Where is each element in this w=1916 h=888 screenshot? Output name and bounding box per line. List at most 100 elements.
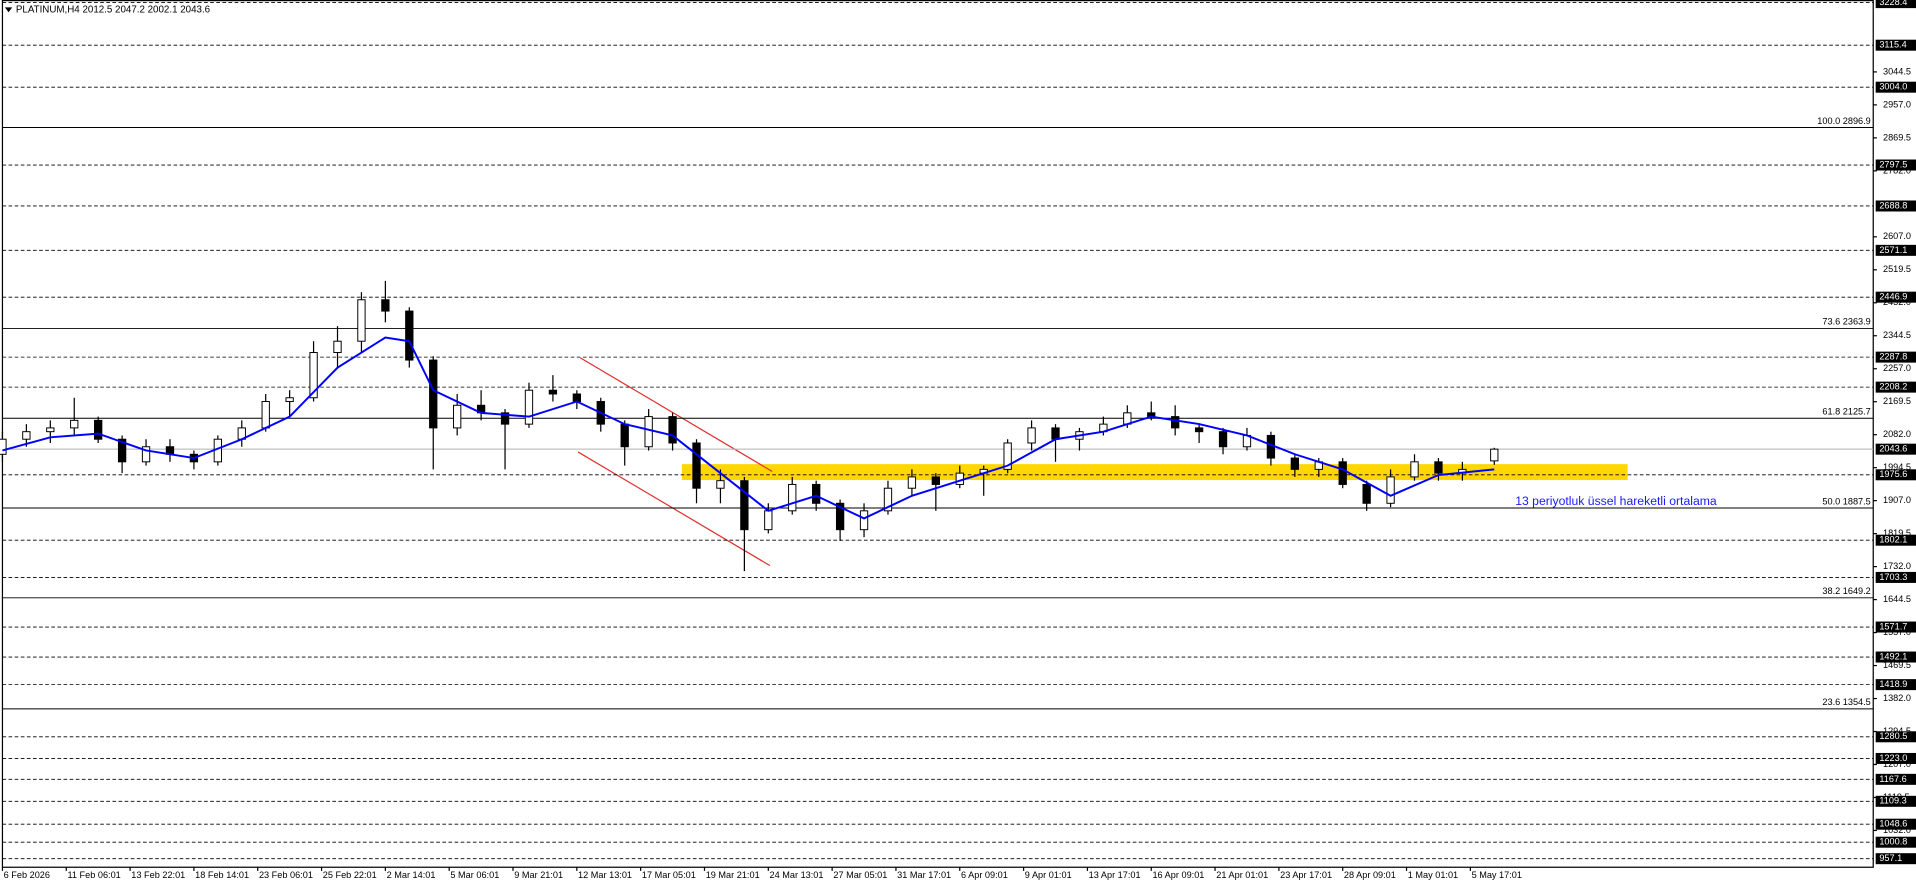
candle-body [1362,483,1371,504]
candle-body [764,510,773,531]
y-tick-label: 2957.0 [1883,99,1911,109]
level-box [1875,795,1916,807]
y-tick-label: 2607.0 [1883,231,1911,241]
level-label: 2797.5 [1879,159,1907,169]
level-label: 1280.5 [1879,731,1907,741]
y-tick-label: 2344.5 [1883,330,1911,340]
candle-body [333,340,342,354]
level-box [1875,381,1916,393]
level-box [1875,651,1916,663]
candle-body [692,442,701,489]
x-tick-label: 21 Apr 01:01 [1216,870,1268,880]
candle-body [1290,457,1299,470]
x-tick-label: 5 May 17:01 [1472,870,1522,880]
candle-body [931,476,940,485]
candle-body [955,472,964,485]
y-tick-label: 1907.0 [1883,495,1911,505]
level-label: 2688.8 [1879,200,1907,210]
level-box [1875,351,1916,363]
level-label: 1109.3 [1879,796,1906,806]
y-tick-label: 1294.5 [1883,726,1911,736]
fib-label: 50.0 1887.5 [1822,496,1870,506]
level-label: 1571.7 [1879,621,1907,631]
candle-body [309,352,318,399]
candle-body [524,389,534,425]
candle-body [117,438,127,463]
candle-body [357,299,366,342]
level-box [1875,836,1916,848]
candle-body [548,389,558,395]
y-tick-label: 1732.0 [1883,561,1911,571]
x-tick-label: 28 Apr 09:01 [1344,870,1396,880]
x-tick-label: 31 Mar 17:01 [897,870,951,880]
level-label: 1975.6 [1879,469,1907,479]
y-tick-label: 2869.5 [1883,132,1911,142]
level-label: 1492.1 [1879,651,1907,661]
candle-body [788,483,797,512]
ema-line [2,336,1495,520]
level-box [1875,773,1916,785]
menu-arrow [4,7,13,13]
level-label: 1418.9 [1879,679,1907,689]
candle-body [1410,461,1419,478]
channel-line [580,357,773,473]
candle-body [883,487,893,512]
y-tick-label: 2082.0 [1883,429,1911,439]
candle-body [644,416,653,448]
fib-label: 73.6 2363.9 [1822,317,1870,327]
level-box [1875,621,1916,633]
x-tick-label: 13 Feb 22:01 [131,870,185,880]
x-tick-label: 6 Feb 2026 [4,870,50,880]
y-tick-label: 1644.5 [1883,594,1911,604]
candle-body [668,416,677,444]
candle-body [1051,427,1060,440]
y-tick-label: 2257.0 [1883,363,1911,373]
level-box [1875,534,1916,546]
candle-body [1027,427,1036,444]
level-label: 1048.6 [1879,819,1907,829]
x-tick-label: 1 May 01:01 [1408,870,1458,880]
fib-label: 23.6 1354.5 [1822,697,1870,707]
level-box [1875,571,1916,583]
candle-body [429,359,438,429]
level-box [1875,159,1916,171]
candle-body [381,299,390,312]
candle-body [1171,416,1180,429]
x-tick-label: 5 Mar 06:01 [450,870,499,880]
level-label: 2208.2 [1879,382,1907,392]
y-tick-label: 1819.5 [1883,528,1911,538]
y-tick-label: 2169.5 [1883,396,1911,406]
candle-body [94,419,103,440]
ema-annotation: 13 periyotluk üssel hareketli ortalama [1515,494,1717,508]
level-box [1875,853,1916,865]
fib-label: 38.2 1649.2 [1822,586,1870,596]
candle-body [70,419,79,429]
level-box [1875,0,1916,9]
candle-body [0,438,7,455]
level-box [1875,200,1916,212]
x-tick-label: 17 Mar 05:01 [642,870,696,880]
last-price-box [1875,443,1916,455]
candle-body [572,393,581,403]
candle-body [1490,448,1499,462]
x-tick-label: 9 Mar 21:01 [514,870,563,880]
y-tick-label: 1994.5 [1883,462,1911,472]
y-tick-label: 1469.5 [1883,660,1911,670]
candle-body [1434,461,1443,474]
level-label: 3004.0 [1879,82,1907,92]
x-tick-label: 25 Feb 22:01 [323,870,377,880]
candle-body [1003,442,1012,470]
level-box [1875,469,1916,481]
candle-body [141,446,151,463]
candle-body [285,397,294,403]
x-tick-label: 13 Apr 17:01 [1089,870,1141,880]
y-tick-label: 2519.5 [1883,264,1911,274]
level-box [1875,244,1916,256]
level-box [1875,818,1916,830]
candle-body [812,483,821,504]
fib-label: 61.8 2125.7 [1822,407,1870,417]
y-tick-label: 1032.0 [1883,825,1911,835]
candle-body [859,510,869,531]
